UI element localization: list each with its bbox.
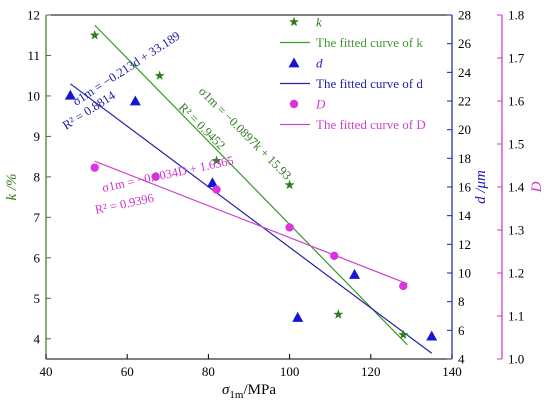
point-D-4 — [330, 251, 339, 260]
equation-d: σ1m = −0.213d + 33.189 — [70, 29, 183, 109]
D-tick-label-5: 1.5 — [508, 137, 524, 152]
legend-label-3: The fitted curve of d — [316, 76, 423, 91]
point-k-0 — [89, 30, 100, 40]
D-tick-label-6: 1.6 — [508, 94, 525, 109]
fit-line-D — [94, 160, 408, 285]
legend-marker-4 — [289, 99, 299, 109]
fit-line-k — [94, 24, 408, 346]
point-D-3 — [285, 223, 294, 232]
D-tick-label-2: 1.2 — [508, 266, 524, 281]
D-axis-title: D — [529, 181, 545, 193]
legend-marker-0 — [289, 16, 299, 27]
d-tick-label-6: 16 — [458, 180, 472, 195]
k-tick-label-7: 11 — [27, 48, 40, 63]
d-tick-label-10: 24 — [458, 65, 472, 80]
point-d-1 — [129, 95, 141, 106]
legend: k The fitted curve of k d The fitted curve … — [280, 15, 426, 132]
legend-marker-2 — [288, 57, 300, 68]
points-layer — [64, 30, 438, 341]
k-tick-label-0: 4 — [34, 331, 41, 346]
k-tick-label-6: 10 — [27, 88, 40, 103]
point-d-0 — [64, 89, 76, 100]
x-tick-label-0: 40 — [40, 364, 53, 379]
legend-label-5: The fitted curve of D — [316, 117, 426, 132]
k-tick-label-2: 6 — [34, 250, 41, 265]
d-tick-label-7: 18 — [458, 151, 471, 166]
fit-line-d — [70, 83, 433, 354]
point-d-2 — [206, 177, 218, 188]
point-D-1 — [151, 172, 160, 181]
d-tick-label-3: 10 — [458, 266, 471, 281]
k-axis-title: k /% — [4, 173, 20, 200]
point-k-5 — [398, 329, 409, 339]
point-d-3 — [292, 311, 304, 322]
D-tick-label-0: 1.0 — [508, 352, 524, 367]
point-k-4 — [333, 309, 344, 319]
point-d-5 — [426, 330, 438, 341]
x-tick-label-2: 80 — [202, 364, 215, 379]
x-tick-label-4: 120 — [361, 364, 381, 379]
legend-label-2: d — [316, 56, 323, 71]
k-tick-label-3: 7 — [34, 210, 41, 225]
point-D-5 — [399, 281, 408, 291]
k-tick-label-5: 9 — [34, 129, 41, 144]
k-tick-label-4: 8 — [34, 169, 41, 184]
d-tick-label-9: 22 — [458, 94, 471, 109]
point-k-2 — [211, 155, 222, 165]
legend-label-1: The fitted curve of k — [316, 35, 423, 50]
x-tick-label-3: 100 — [280, 364, 300, 379]
d-tick-label-2: 8 — [458, 294, 465, 309]
d-tick-label-5: 14 — [458, 208, 472, 223]
d-tick-label-0: 4 — [458, 352, 465, 367]
x-tick-label-1: 60 — [121, 364, 134, 379]
k-tick-label-8: 12 — [27, 8, 40, 23]
point-k-3 — [284, 179, 295, 190]
d-tick-label-4: 12 — [458, 237, 471, 252]
ticks-layer: 40 60 80 100 120 1404567891011124681012141618… — [27, 8, 525, 380]
D-tick-label-8: 1.8 — [508, 8, 524, 23]
fits-layer — [70, 24, 433, 354]
x-tick-label-5: 140 — [442, 364, 462, 379]
d-tick-label-1: 6 — [458, 323, 465, 338]
d-tick-label-11: 26 — [458, 36, 472, 51]
d-tick-label-12: 28 — [458, 8, 471, 23]
D-tick-label-7: 1.7 — [508, 51, 525, 66]
D-tick-label-1: 1.1 — [508, 309, 524, 324]
point-k-1 — [154, 70, 165, 80]
D-tick-label-3: 1.3 — [508, 223, 524, 238]
legend-label-4: D — [315, 97, 326, 112]
x-axis-title: σ1m/MPa — [222, 382, 276, 401]
d-tick-label-8: 20 — [458, 122, 471, 137]
point-d-4 — [349, 268, 361, 279]
annotation-d: σ1m = −0.213d + 33.189 — [70, 29, 183, 109]
d-axis-title: d /μm — [473, 170, 489, 204]
D-tick-label-4: 1.4 — [508, 180, 525, 195]
legend-label-0: k — [316, 15, 322, 30]
point-D-2 — [212, 185, 221, 194]
k-tick-label-1: 5 — [34, 291, 41, 306]
point-D-0 — [90, 163, 99, 172]
